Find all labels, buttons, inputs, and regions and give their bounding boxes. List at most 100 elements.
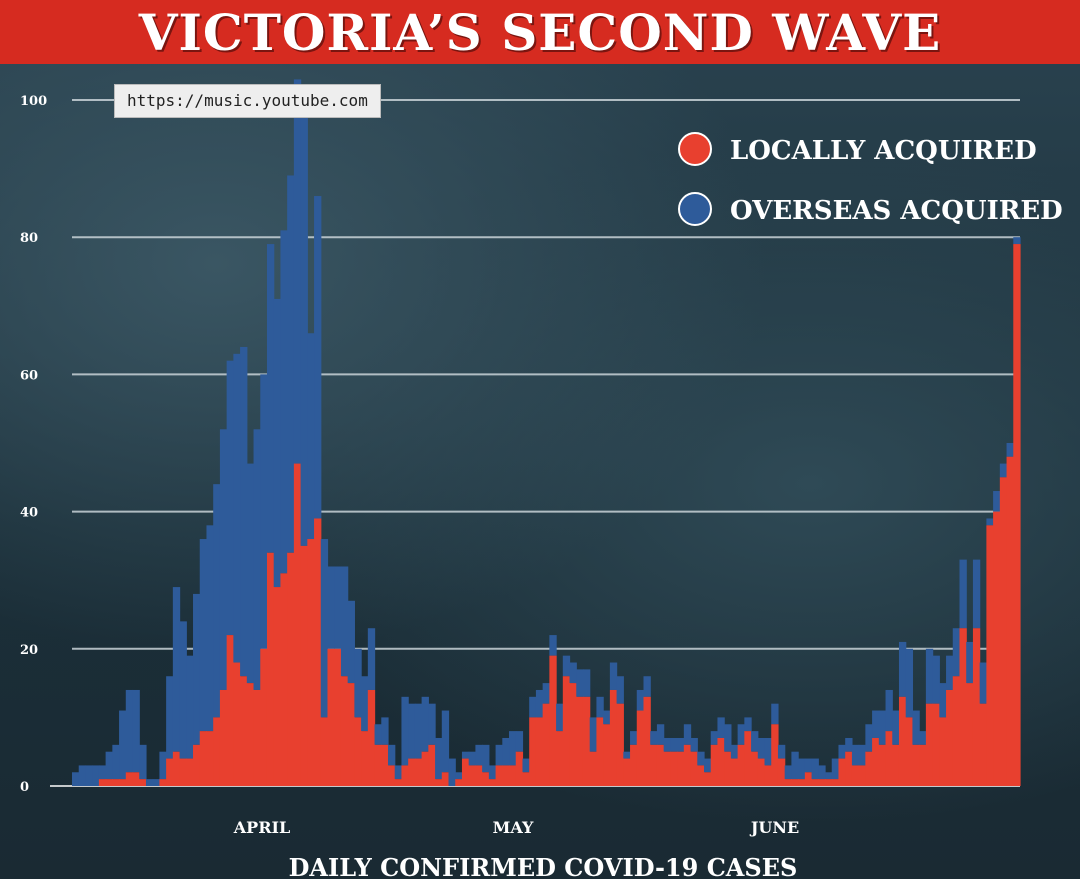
bar-local	[428, 744, 436, 786]
bar-local	[293, 463, 302, 786]
bar-overseas	[623, 751, 631, 759]
bar-overseas	[804, 758, 813, 773]
bar-overseas	[213, 484, 221, 718]
bar-local	[630, 744, 638, 786]
bar-local	[159, 779, 167, 786]
bar-overseas	[717, 717, 725, 738]
title-banner: VICTORIA’S SECOND WAVE	[0, 0, 1080, 64]
bar-local	[186, 758, 194, 786]
bar-local	[643, 696, 651, 786]
bar-local	[818, 779, 826, 786]
bar-overseas	[589, 717, 598, 752]
bar-overseas	[488, 765, 497, 780]
y-tick-label: 0	[20, 780, 29, 795]
bar-local	[401, 765, 409, 786]
bar-local	[757, 758, 766, 786]
bar-local	[885, 731, 893, 786]
bar-local	[777, 758, 786, 786]
bar-overseas	[831, 758, 840, 780]
legend-marker	[678, 192, 712, 226]
bar-local	[334, 648, 342, 786]
bar-overseas	[952, 628, 961, 677]
bar-overseas	[892, 710, 900, 745]
bar-local	[367, 689, 376, 786]
bar-overseas	[381, 717, 389, 745]
bar-overseas	[764, 737, 772, 766]
bar-local	[435, 779, 443, 786]
bar-overseas	[851, 744, 860, 766]
bar-overseas	[919, 731, 927, 745]
bar-overseas	[273, 298, 282, 588]
bar-overseas	[461, 751, 470, 759]
bar-overseas	[845, 737, 853, 752]
bar-local	[576, 696, 584, 786]
bar-overseas	[125, 689, 134, 773]
bar-local	[320, 717, 329, 786]
bar-overseas	[186, 655, 194, 759]
bar-local	[307, 539, 315, 786]
bar-overseas	[737, 724, 745, 745]
y-tick-label: 20	[20, 643, 38, 658]
chart-title: VICTORIA’S SECOND WAVE	[138, 2, 942, 62]
bar-overseas	[408, 703, 416, 759]
bar-local	[972, 628, 981, 786]
bar-local	[327, 648, 335, 786]
bar-local	[690, 751, 698, 786]
bar-local	[596, 717, 604, 786]
bar-local	[851, 765, 860, 786]
bar-local	[737, 744, 745, 786]
bar-local	[831, 779, 840, 786]
bar-local	[838, 758, 846, 786]
bar-overseas	[441, 710, 450, 773]
bar-local	[213, 717, 221, 786]
bar-overseas	[240, 346, 248, 677]
bar-overseas	[710, 731, 719, 745]
bar-local	[495, 765, 503, 786]
bar-local	[421, 751, 429, 786]
bar-local	[246, 683, 255, 786]
bar-overseas	[334, 566, 342, 649]
bar-overseas	[455, 772, 463, 780]
bar-local	[219, 689, 228, 786]
bar-overseas	[199, 539, 208, 732]
bar-overseas	[448, 758, 456, 786]
bar-overseas	[246, 463, 255, 684]
bar-local	[98, 779, 107, 786]
bar-overseas	[159, 751, 167, 780]
bar-local	[502, 765, 510, 786]
bar-overseas	[361, 676, 369, 732]
bar-overseas	[670, 737, 678, 752]
bar-local	[784, 779, 793, 786]
bar-local	[582, 696, 591, 786]
bar-local	[394, 779, 403, 786]
bar-overseas	[724, 724, 732, 752]
bar-overseas	[777, 744, 786, 759]
bar-local	[616, 703, 624, 786]
bar-local	[535, 717, 544, 786]
bar-overseas	[226, 360, 234, 636]
bar-local	[636, 710, 645, 786]
bar-local	[199, 731, 208, 786]
bar-overseas	[475, 744, 483, 766]
bar-overseas	[656, 724, 665, 745]
bar-overseas	[966, 641, 974, 684]
bar-local	[952, 676, 961, 786]
bar-local	[374, 744, 382, 786]
bar-overseas	[327, 566, 335, 649]
bar-local	[105, 779, 113, 786]
bar-overseas	[374, 724, 382, 745]
y-tick-label: 80	[20, 231, 38, 246]
bar-overseas	[152, 779, 161, 786]
bar-overseas	[582, 669, 591, 697]
bar-overseas	[172, 587, 181, 752]
bar-overseas	[791, 751, 799, 780]
x-month-label: JUNE	[749, 818, 799, 837]
bar-local	[683, 744, 692, 786]
bar-local	[609, 689, 618, 786]
bar-local	[710, 744, 719, 786]
bar-overseas	[1006, 443, 1014, 457]
bar-local	[979, 703, 987, 786]
bar-overseas	[233, 353, 241, 663]
bar-overseas	[502, 737, 510, 766]
